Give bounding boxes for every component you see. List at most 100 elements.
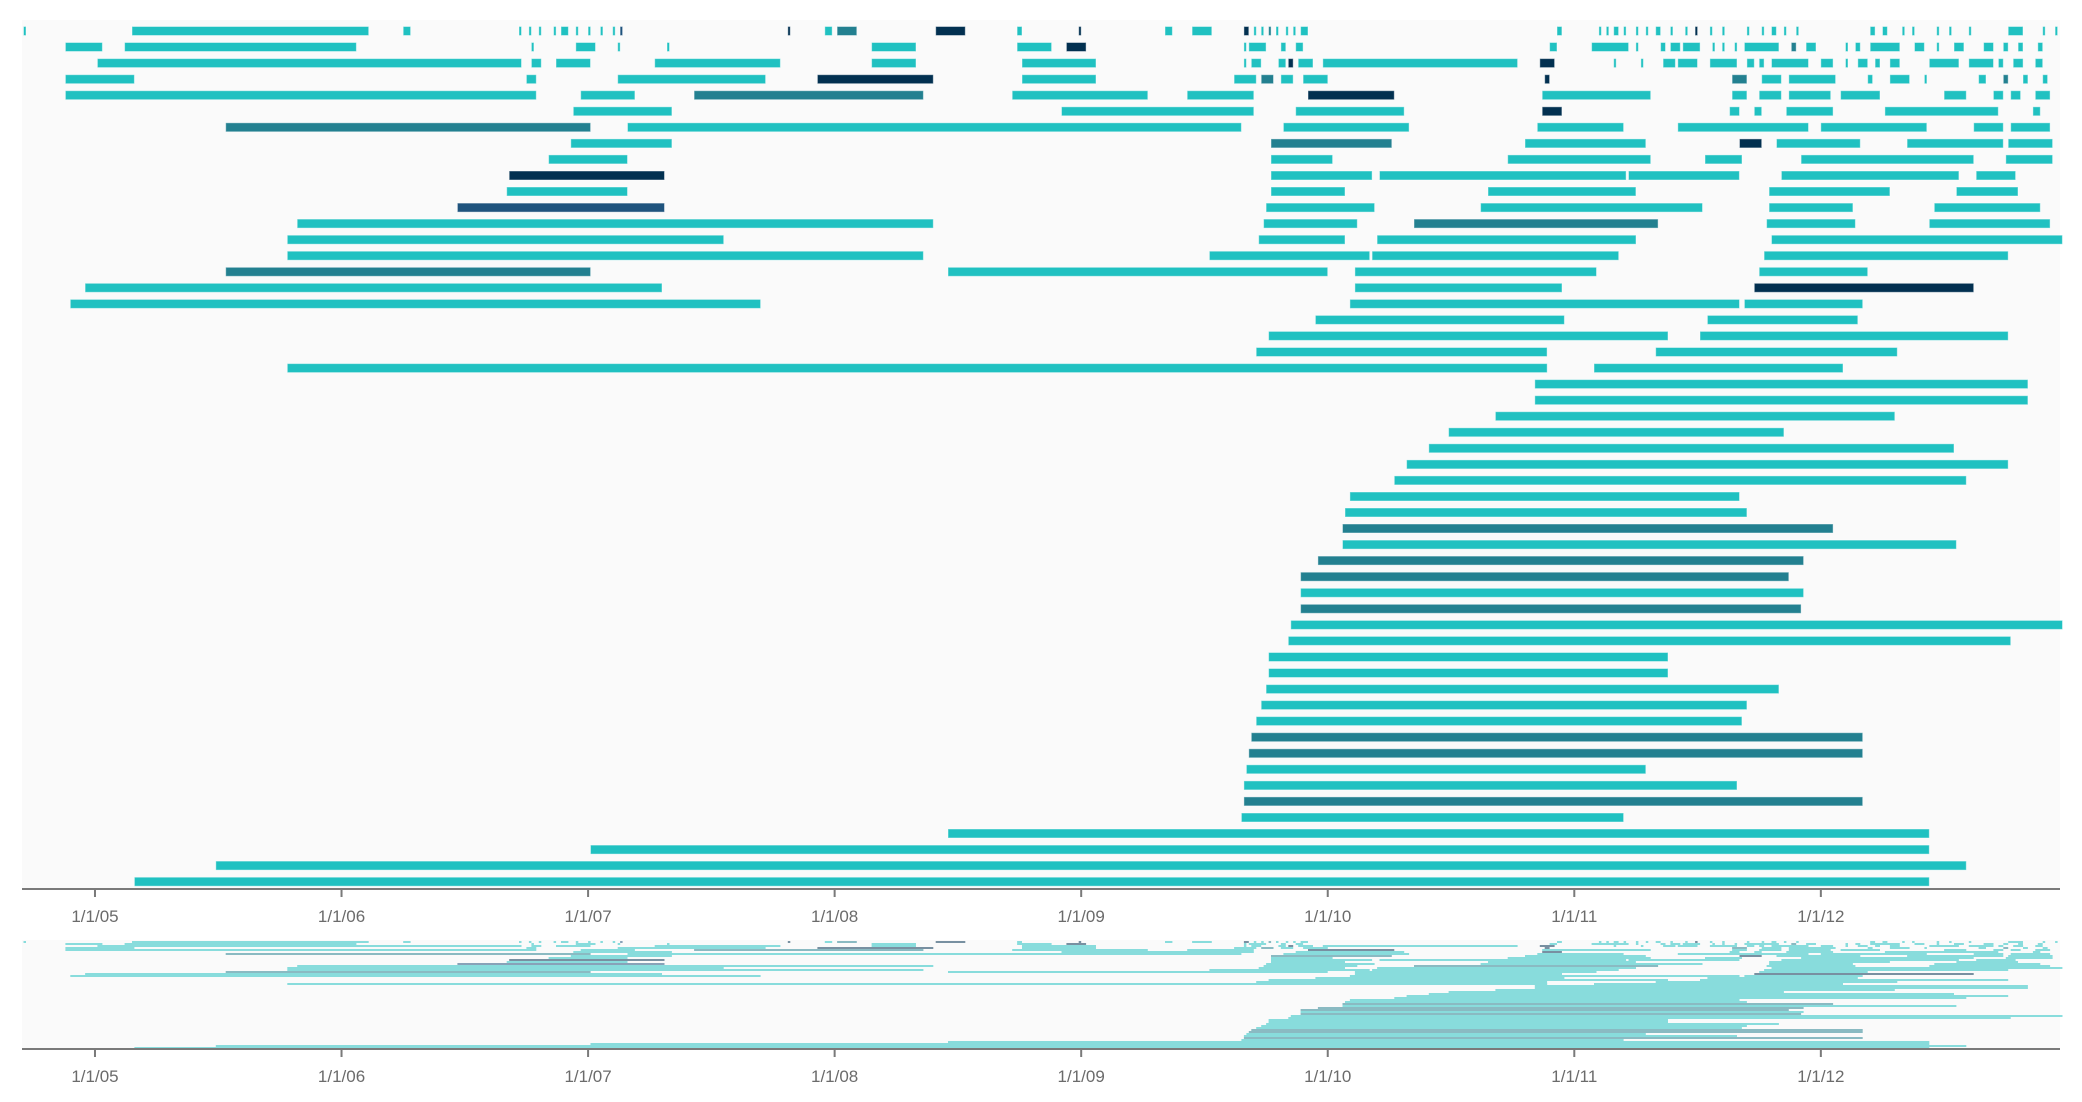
timeline-bar[interactable] [1975, 170, 2017, 181]
timeline-bar[interactable] [1534, 985, 2028, 987]
timeline-bar[interactable] [1253, 941, 1257, 943]
timeline-bar[interactable] [1268, 668, 1669, 678]
timeline-bar[interactable] [1732, 947, 1747, 949]
timeline-bar[interactable] [1744, 975, 1863, 977]
timeline-bar[interactable] [2010, 90, 2022, 101]
timeline-bar[interactable] [627, 953, 1242, 955]
timeline-bar[interactable] [526, 947, 537, 949]
timeline-bar[interactable] [1270, 170, 1373, 181]
timeline-bar[interactable] [509, 959, 665, 961]
timeline-bar[interactable] [1914, 943, 1925, 945]
timeline-bar[interactable] [1623, 26, 1627, 36]
timeline-bar[interactable] [1303, 947, 1328, 949]
timeline-bar[interactable] [1300, 1011, 1804, 1013]
timeline-bar[interactable] [1342, 539, 1957, 550]
timeline-bar[interactable] [1349, 298, 1741, 309]
timeline-bar[interactable] [1771, 945, 1809, 947]
timeline-bar[interactable] [1263, 218, 1358, 229]
timeline-bar[interactable] [1645, 26, 1649, 36]
timeline-bar[interactable] [1061, 951, 1254, 953]
timeline-bar[interactable] [132, 941, 369, 943]
timeline-bar[interactable] [787, 26, 791, 36]
timeline-bar[interactable] [1240, 812, 1625, 823]
timeline-bar[interactable] [1557, 941, 1562, 943]
timeline-bar[interactable] [1660, 42, 1666, 52]
timeline-bar[interactable] [1288, 945, 1294, 947]
timeline-bar[interactable] [531, 943, 534, 945]
timeline-bar[interactable] [2023, 947, 2028, 949]
timeline-bar[interactable] [286, 363, 1548, 374]
timeline-bar[interactable] [1874, 58, 1881, 69]
timeline-bar[interactable] [1594, 983, 1843, 985]
timeline-bar[interactable] [1820, 122, 1928, 133]
timeline-bar[interactable] [1993, 949, 2004, 951]
timeline-bar[interactable] [1354, 282, 1563, 293]
timeline-bar[interactable] [1788, 74, 1837, 85]
timeline-bar[interactable] [1377, 967, 1636, 969]
overview-brush-view[interactable]: 1/1/05 1/1/06 1/1/07 1/1/08 1/1/09 1/1/10 1/1/… [22, 940, 2063, 1086]
timeline-bar[interactable] [1707, 977, 1858, 979]
timeline-bar[interactable] [1371, 250, 1620, 261]
timeline-bar[interactable] [2034, 58, 2044, 69]
timeline-bar[interactable] [617, 42, 621, 52]
timeline-bar[interactable] [1978, 74, 1987, 85]
timeline-bar[interactable] [2035, 949, 2051, 951]
timeline-bar[interactable] [1907, 955, 2004, 957]
timeline-bar[interactable] [1943, 90, 1967, 101]
timeline-bar[interactable] [297, 965, 934, 967]
timeline-bar[interactable] [1744, 943, 1779, 945]
timeline-bar[interactable] [1734, 42, 1738, 52]
timeline-bar[interactable] [1869, 26, 1876, 36]
timeline-bar[interactable] [1598, 26, 1602, 36]
timeline-bar[interactable] [2032, 951, 2041, 953]
timeline-bar[interactable] [1854, 42, 1861, 52]
timeline-bar[interactable] [1591, 42, 1630, 52]
timeline-bar[interactable] [1268, 330, 1669, 341]
timeline-bar[interactable] [1285, 26, 1289, 36]
timeline-bar[interactable] [1271, 955, 1392, 957]
timeline-bar[interactable] [1534, 395, 2029, 406]
timeline-bar[interactable] [1243, 26, 1250, 36]
timeline-bar[interactable] [1243, 780, 1738, 791]
timeline-bar[interactable] [570, 955, 672, 957]
timeline-bar[interactable] [1978, 947, 1986, 949]
timeline-bar[interactable] [1870, 941, 1876, 943]
timeline-bar[interactable] [587, 26, 592, 36]
timeline-bar[interactable] [1655, 26, 1662, 36]
timeline-bar[interactable] [561, 941, 569, 943]
timeline-bar[interactable] [1243, 42, 1247, 52]
timeline-bar[interactable] [1613, 26, 1620, 36]
timeline-bar[interactable] [1191, 26, 1213, 36]
timeline-bar[interactable] [824, 26, 833, 36]
timeline-bar[interactable] [456, 202, 665, 213]
timeline-bar[interactable] [580, 949, 635, 951]
timeline-bar[interactable] [1293, 941, 1296, 943]
timeline-bar[interactable] [1280, 74, 1294, 85]
timeline-bar[interactable] [1791, 943, 1797, 945]
timeline-bar[interactable] [1682, 42, 1701, 52]
timeline-bar[interactable] [666, 42, 670, 52]
timeline-bar[interactable] [1536, 122, 1625, 133]
timeline-bar[interactable] [573, 951, 672, 953]
timeline-bar[interactable] [64, 42, 103, 52]
timeline-bar[interactable] [1308, 949, 1395, 951]
timeline-bar[interactable] [816, 74, 934, 85]
timeline-bar[interactable] [1406, 995, 2009, 997]
timeline-bar[interactable] [1732, 949, 1747, 951]
timeline-bar[interactable] [1992, 90, 2004, 101]
timeline-bar[interactable] [508, 170, 666, 181]
timeline-bar[interactable] [286, 234, 725, 245]
timeline-bar[interactable] [215, 860, 1967, 871]
timeline-bar[interactable] [1655, 941, 1661, 943]
timeline-bar[interactable] [225, 953, 591, 955]
timeline-bar[interactable] [1700, 979, 2009, 981]
timeline-bar[interactable] [1271, 957, 1333, 959]
timeline-bar[interactable] [836, 26, 858, 36]
timeline-bar[interactable] [575, 26, 579, 36]
timeline-bar[interactable] [1704, 154, 1743, 165]
timeline-bar[interactable] [1539, 945, 1555, 947]
timeline-bar[interactable] [1669, 42, 1681, 52]
timeline-bar[interactable] [2010, 122, 2051, 133]
timeline-bar[interactable] [2034, 90, 2051, 101]
timeline-bar[interactable] [1393, 475, 1967, 486]
